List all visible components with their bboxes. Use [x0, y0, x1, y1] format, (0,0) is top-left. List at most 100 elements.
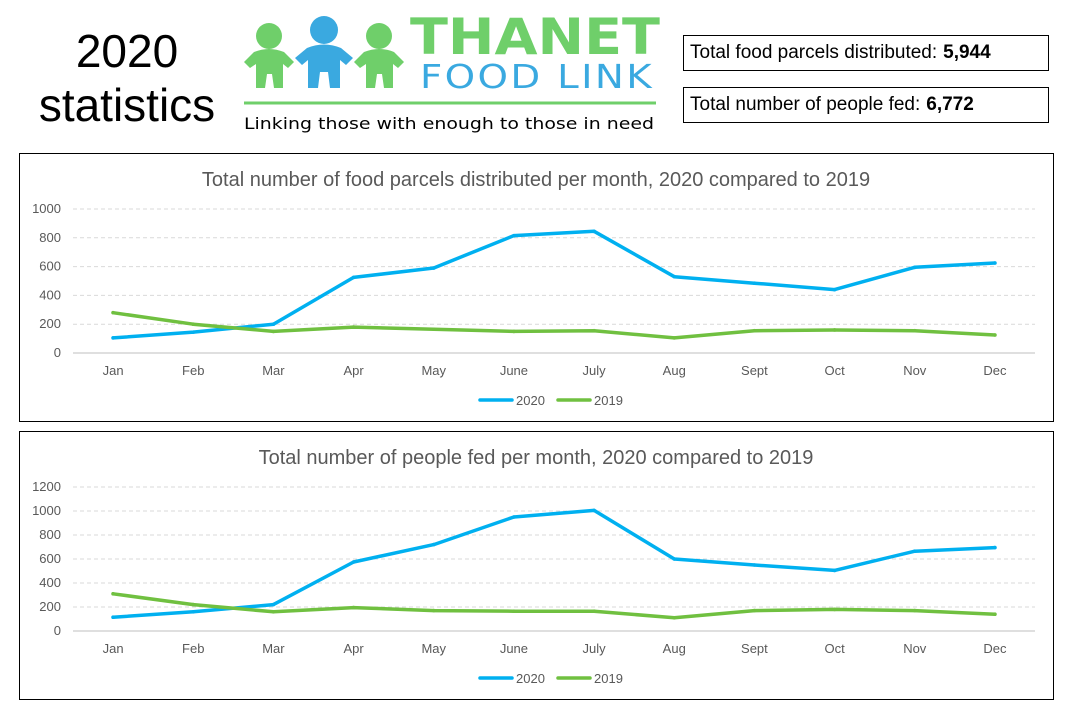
data-point-2019 — [191, 322, 196, 326]
data-point-2019 — [993, 612, 997, 616]
data-point-2020 — [912, 549, 917, 553]
data-point-2020 — [512, 233, 516, 238]
logo-name-line2: FOOD LINK — [420, 57, 654, 96]
data-point-2020 — [512, 515, 516, 519]
chart-panel-food-parcels: Total number of food parcels distributed… — [19, 153, 1054, 422]
y-tick-label: 400 — [39, 575, 61, 590]
page-title: 2020 statistics — [22, 24, 232, 132]
page-title-line1: 2020 — [75, 25, 179, 77]
y-tick-label: 800 — [39, 527, 61, 542]
data-point-2020 — [752, 563, 757, 567]
data-point-2020 — [832, 287, 837, 292]
stat-label-food-parcels: Total food parcels distributed: — [690, 42, 938, 63]
x-tick-label: Nov — [903, 363, 927, 378]
x-tick-label: Aug — [663, 641, 686, 656]
y-tick-label: 600 — [39, 259, 61, 274]
legend-label-2020: 2020 — [516, 671, 545, 686]
data-point-2019 — [111, 592, 115, 596]
data-point-2020 — [993, 261, 997, 265]
data-point-2019 — [832, 607, 837, 612]
data-point-2020 — [431, 542, 436, 547]
y-tick-label: 400 — [39, 287, 61, 302]
data-point-2019 — [912, 328, 917, 333]
x-tick-label: Feb — [182, 363, 204, 378]
series-line-2020 — [111, 229, 997, 340]
legend-label-2019: 2019 — [594, 393, 623, 408]
chart-food-parcels: Total number of food parcels distributed… — [32, 169, 1035, 408]
data-point-2020 — [191, 330, 196, 334]
stat-value-food-parcels: 5,944 — [943, 42, 991, 63]
x-tick-label: Sept — [741, 641, 768, 656]
x-tick-label: Jan — [103, 641, 124, 656]
legend-label-2020: 2020 — [516, 393, 545, 408]
data-point-2019 — [512, 609, 516, 613]
x-tick-label: Oct — [824, 641, 845, 656]
data-point-2020 — [592, 508, 596, 513]
data-point-2019 — [993, 333, 997, 337]
series-line-2019 — [111, 310, 997, 340]
chart-panel-people-fed: Total number of people fed per month, 20… — [19, 431, 1054, 700]
y-tick-label: 0 — [54, 345, 61, 360]
y-tick-label: 0 — [54, 623, 61, 638]
page-title-line2: statistics — [38, 79, 216, 131]
x-tick-label: May — [421, 641, 446, 656]
data-point-2019 — [271, 329, 276, 334]
three-people-holding-hands-icon — [244, 16, 404, 88]
chart-title: Total number of people fed per month, 20… — [259, 447, 814, 469]
chart-title: Total number of food parcels distributed… — [202, 169, 870, 191]
thanet-food-link-logo: THANET FOOD LINK Linking those with enou… — [244, 8, 660, 133]
x-tick-label: Dec — [983, 363, 1007, 378]
data-point-2019 — [111, 310, 115, 315]
data-point-2019 — [351, 325, 356, 329]
series-line-2019 — [111, 592, 997, 620]
stat-box-people-fed: Total number of people fed: 6,772 — [683, 87, 1049, 123]
data-point-2020 — [672, 557, 677, 561]
x-tick-label: Nov — [903, 641, 927, 656]
data-point-2019 — [431, 608, 436, 613]
y-tick-label: 600 — [39, 551, 61, 566]
data-point-2020 — [431, 266, 436, 270]
data-point-2019 — [672, 336, 677, 340]
y-tick-label: 200 — [39, 599, 61, 614]
series-line-2020 — [111, 508, 997, 619]
x-tick-label: Jan — [103, 363, 124, 378]
data-point-2019 — [912, 608, 917, 613]
x-tick-label: Mar — [262, 641, 285, 656]
data-point-2020 — [351, 275, 356, 280]
data-point-2019 — [512, 329, 516, 334]
x-tick-label: May — [421, 363, 446, 378]
data-point-2019 — [351, 605, 356, 610]
y-tick-label: 200 — [39, 316, 61, 331]
x-tick-label: Sept — [741, 363, 768, 378]
data-point-2019 — [592, 328, 596, 333]
x-tick-label: Feb — [182, 641, 204, 656]
x-tick-label: Apr — [343, 363, 364, 378]
x-tick-label: July — [583, 641, 607, 656]
logo-name-line1: THANET — [410, 8, 660, 66]
data-point-2020 — [592, 229, 596, 234]
data-point-2020 — [351, 560, 356, 564]
data-point-2020 — [111, 336, 115, 340]
y-tick-label: 800 — [39, 230, 61, 245]
data-point-2020 — [271, 602, 276, 607]
data-point-2020 — [832, 568, 837, 573]
stat-box-food-parcels: Total food parcels distributed: 5,944 — [683, 35, 1049, 71]
logo-tagline: Linking those with enough to those in ne… — [244, 114, 654, 133]
data-point-2019 — [832, 328, 837, 332]
data-point-2019 — [752, 608, 757, 613]
x-tick-label: Oct — [824, 363, 845, 378]
data-point-2019 — [271, 610, 276, 614]
x-tick-label: July — [583, 363, 607, 378]
x-tick-label: June — [500, 363, 528, 378]
data-point-2019 — [672, 616, 677, 620]
x-tick-label: June — [500, 641, 528, 656]
stat-value-people-fed: 6,772 — [926, 94, 974, 115]
data-point-2019 — [431, 327, 436, 332]
x-tick-label: Dec — [983, 641, 1007, 656]
x-tick-label: Aug — [663, 363, 686, 378]
stat-label-people-fed: Total number of people fed: — [690, 94, 921, 115]
y-tick-label: 1000 — [32, 201, 61, 216]
data-point-2020 — [271, 322, 276, 326]
chart-people-fed: Total number of people fed per month, 20… — [32, 447, 1035, 686]
x-tick-label: Apr — [343, 641, 364, 656]
